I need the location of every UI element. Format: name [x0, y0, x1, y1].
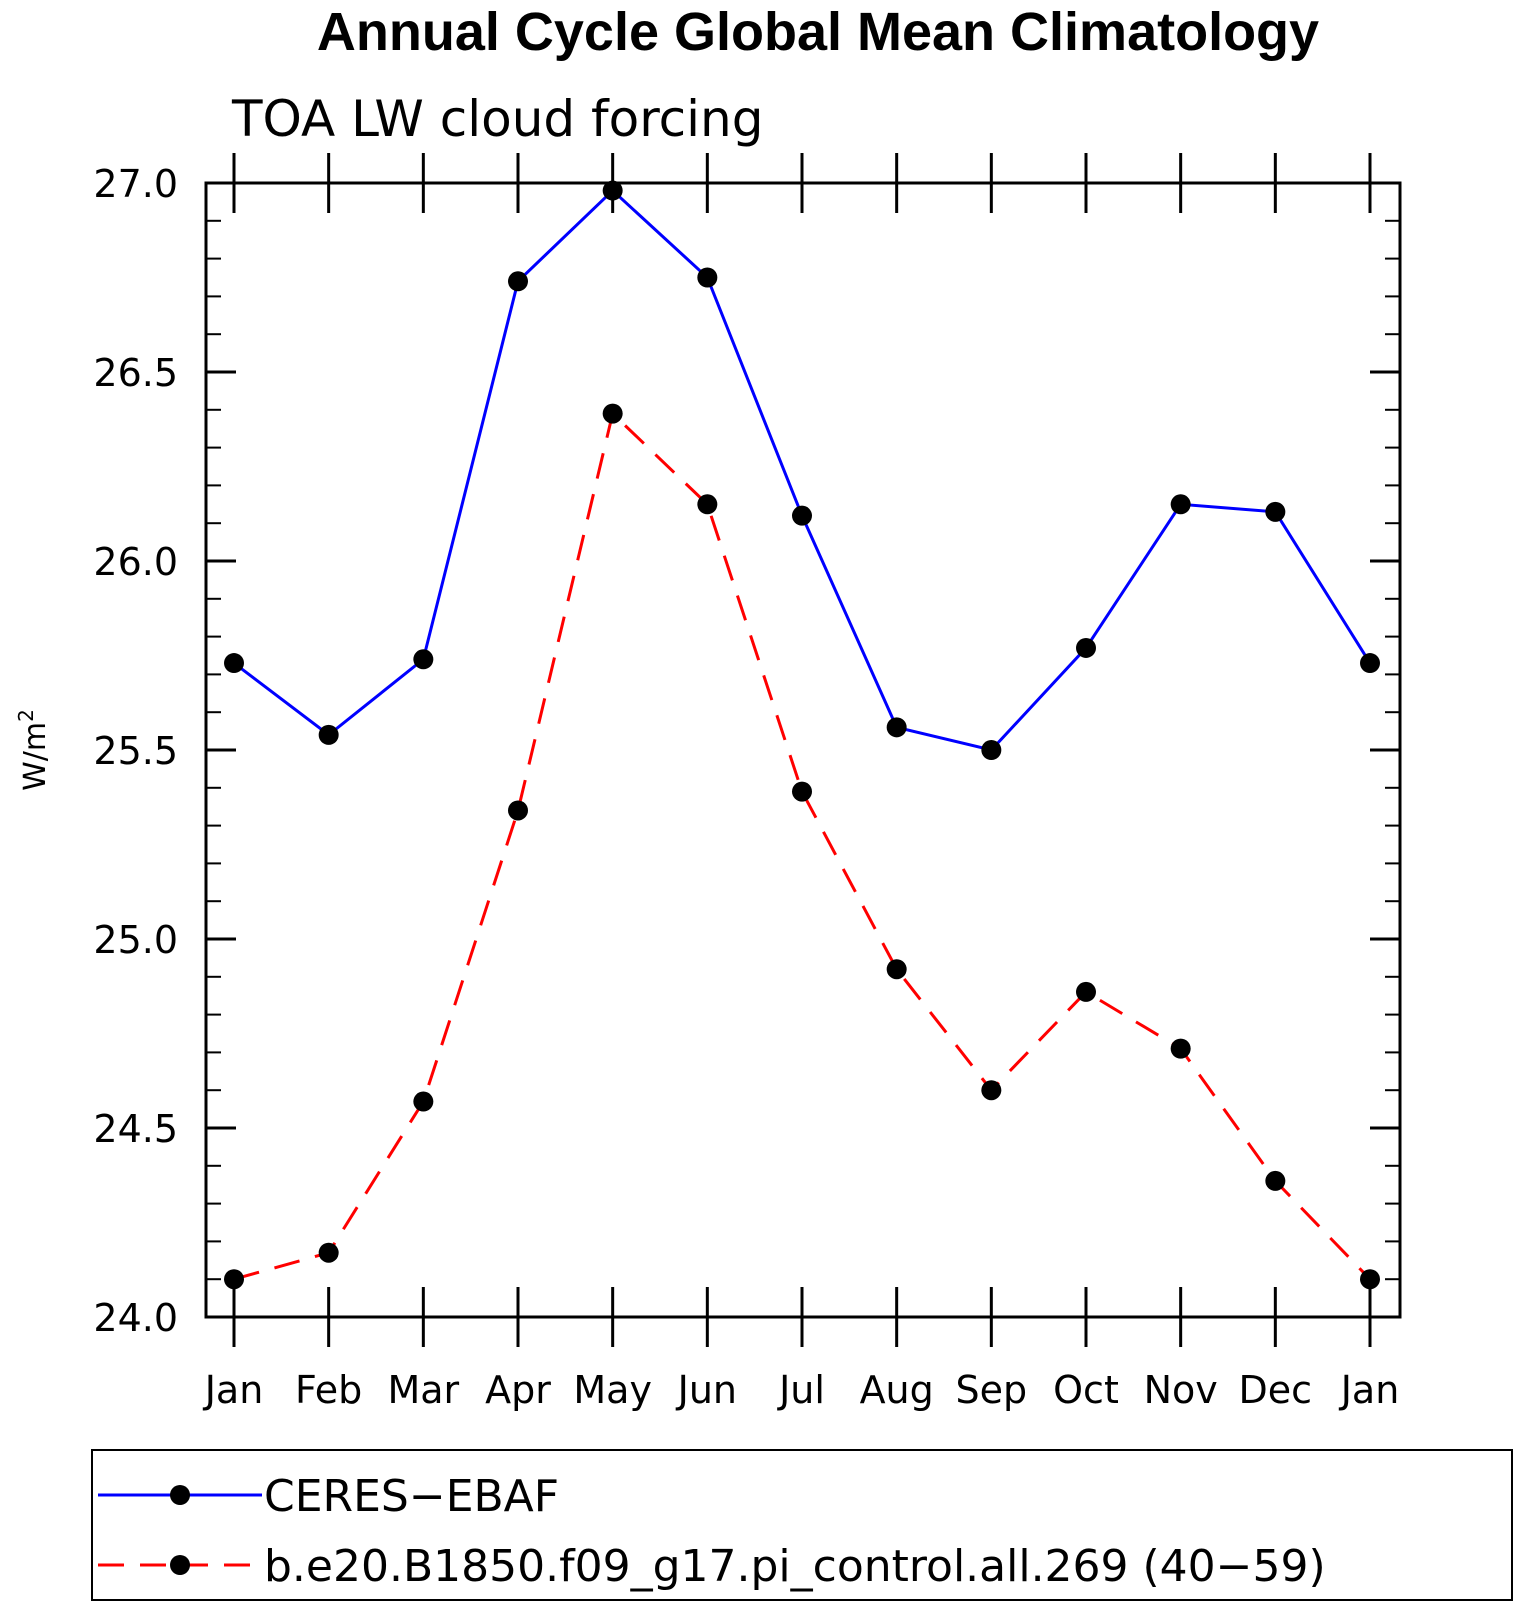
- y-tick-label: 26.5: [93, 351, 178, 395]
- legend-marker: [170, 1485, 190, 1505]
- data-point: [1170, 1038, 1191, 1059]
- x-tick-label: May: [573, 1368, 652, 1412]
- data-point: [413, 649, 434, 670]
- data-point: [318, 724, 339, 745]
- x-tick-label: Jan: [203, 1368, 264, 1412]
- data-point: [697, 267, 718, 288]
- plot-frame: [204, 181, 1402, 1319]
- data-point: [792, 505, 812, 526]
- x-tick-label: Jul: [777, 1368, 825, 1412]
- x-tick-label: Oct: [1053, 1368, 1119, 1412]
- x-tick-label: Feb: [295, 1368, 362, 1412]
- chart-subtitle: TOA LW cloud forcing: [231, 90, 763, 148]
- legend-marker: [170, 1555, 190, 1575]
- x-tick-label: Jan: [1339, 1368, 1400, 1412]
- data-point: [886, 959, 907, 980]
- legend-label: CERES−EBAF: [264, 1471, 559, 1522]
- data-point: [1360, 653, 1380, 674]
- data-point: [602, 180, 623, 201]
- data-point: [697, 494, 718, 515]
- y-tick-label: 25.5: [93, 729, 178, 773]
- y-tick-label: 24.0: [93, 1296, 178, 1340]
- series-line: [233, 410, 1372, 1281]
- y-tick-labels: 24.0 24.5 25.0 25.5 26.0 26.5 27.0: [93, 162, 178, 1340]
- x-tick-label: Dec: [1239, 1368, 1313, 1412]
- legend-label: b.e20.B1850.f09_g17.pi_control.all.269 (…: [264, 1541, 1326, 1592]
- series-layer: [224, 180, 1380, 1290]
- x-tick-label: Sep: [956, 1368, 1028, 1412]
- series-1: [224, 180, 1380, 760]
- data-point: [413, 1091, 434, 1112]
- data-point: [1265, 501, 1286, 522]
- data-point: [1360, 1269, 1380, 1290]
- data-point: [224, 1269, 244, 1290]
- legend-item-2: b.e20.B1850.f09_g17.pi_control.all.269 (…: [98, 1541, 1326, 1592]
- y-tick-label: 25.0: [93, 918, 178, 962]
- data-point: [508, 800, 528, 821]
- legend: CERES−EBAF b.e20.B1850.f09_g17.pi_control…: [98, 1471, 1326, 1592]
- data-point: [602, 403, 623, 424]
- y-axis-label: W/m2: [14, 709, 53, 791]
- x-tick-labels: Jan Feb Mar Apr May Jun Jul Aug Sep Oct Nov Dec Jan: [203, 1368, 1400, 1412]
- data-point: [1076, 637, 1096, 658]
- x-tick-label: Apr: [485, 1368, 551, 1412]
- data-point: [1265, 1170, 1286, 1191]
- x-tick-label: Nov: [1144, 1368, 1218, 1412]
- chart-title: Annual Cycle Global Mean Climatology: [317, 2, 1319, 62]
- data-point: [792, 781, 812, 802]
- data-point: [318, 1242, 339, 1263]
- data-point: [1170, 494, 1191, 515]
- y-tick-label: 26.0: [93, 540, 178, 584]
- x-tick-label: Jun: [676, 1368, 737, 1412]
- y-tick-label: 24.5: [93, 1107, 178, 1151]
- x-tick-label: Aug: [860, 1368, 934, 1412]
- data-point: [508, 271, 528, 292]
- data-point: [981, 740, 1002, 760]
- x-tick-label: Mar: [387, 1368, 459, 1412]
- data-point: [224, 653, 244, 674]
- data-point: [1076, 981, 1096, 1002]
- series-2: [224, 403, 1380, 1290]
- data-point: [886, 717, 907, 738]
- axis-ticks: [206, 153, 1400, 1347]
- legend-item-1: CERES−EBAF: [98, 1471, 559, 1522]
- legend-box: [91, 1449, 1513, 1601]
- y-tick-label: 27.0: [93, 162, 178, 206]
- data-point: [981, 1080, 1002, 1101]
- series-line: [233, 188, 1372, 752]
